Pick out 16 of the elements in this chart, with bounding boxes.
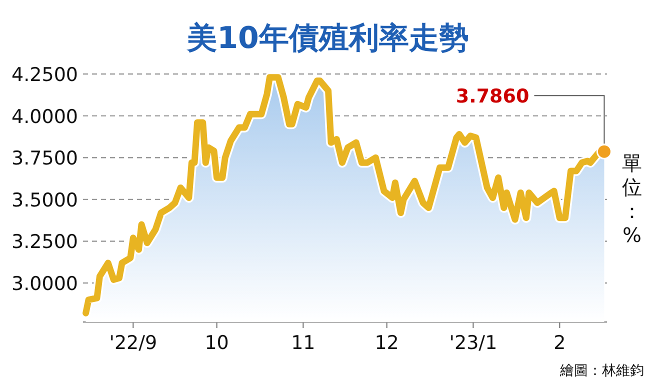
x-tick-label: 2 — [554, 332, 566, 354]
chart-title: 美10年債殖利率走勢 — [186, 21, 469, 56]
annotation: 3.7860 — [456, 86, 530, 108]
y-tick-label: 3.2500 — [12, 231, 78, 254]
x-tick-label: 11 — [291, 332, 316, 354]
y-tick-label: 4.0000 — [12, 106, 78, 128]
y-tick-label: 3.7500 — [12, 148, 78, 170]
x-tick-label: '23/1 — [449, 332, 498, 354]
y-tick-label: 3.5000 — [12, 189, 78, 212]
y-tick-label: 3.0000 — [12, 273, 78, 296]
x-tick-label: '22/9 — [109, 332, 158, 354]
x-tick-label: 12 — [374, 332, 399, 354]
x-tick-label: 10 — [204, 332, 229, 354]
y-axis-title: 單位：% — [622, 151, 642, 247]
y-tick-label: 4.2500 — [12, 64, 78, 86]
text: 繪圖：林維鈞 — [559, 363, 644, 379]
